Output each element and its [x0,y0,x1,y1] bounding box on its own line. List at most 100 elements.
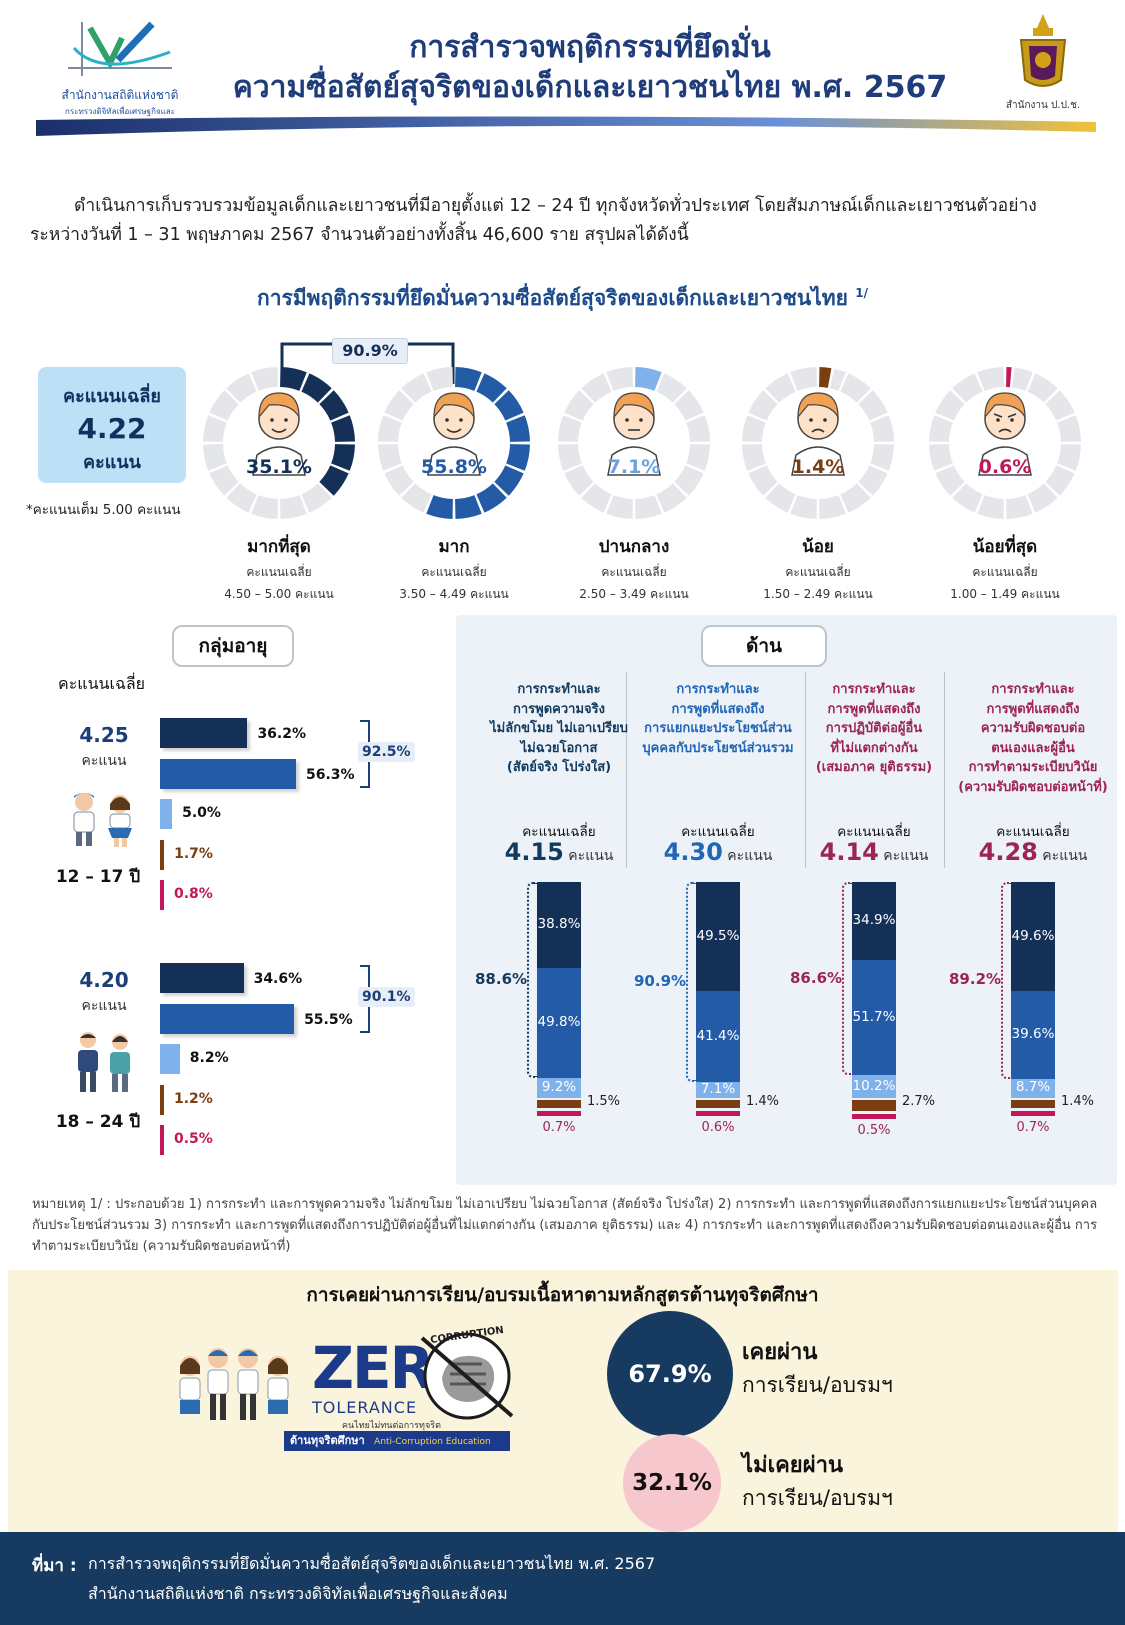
teen-students-icon [73,793,132,847]
donut-4-track [790,367,818,392]
donut-1-slice [301,373,332,403]
donut-4-track [858,390,888,421]
nacc-emblem-icon [1019,14,1067,87]
aspect-2-segment-1-label: 49.5% [696,927,740,944]
donut-5-track [1011,367,1033,391]
aspect-4-segment-3-label: 8.7% [1015,1079,1051,1096]
aspect-3-segment-2 [852,959,896,1076]
donut-1-track [203,443,228,471]
aspect-1-segment-2-label: 49.8% [537,1013,581,1030]
fist-icon [420,1332,514,1420]
aspect-1-name: การกระทำและ การพูดความจริง ไม่ลักขโมย ไม่เ… [479,680,639,778]
smile-face-icon [427,392,481,476]
aspect-4-name-line: การพูดที่แสดงถึง [986,701,1080,717]
aspect-4-segment-2 [1011,991,1055,1079]
donut-4-track [742,415,767,443]
angry-face-icon [978,392,1032,476]
aspect-3-score-wrap: 4.14 คะแนน [799,838,949,867]
donut-5-track [1056,443,1081,471]
donut-4-track [869,443,894,471]
donut-3-track [606,494,634,519]
donut-3-track [685,415,710,443]
age-group-2-top-two-sum: 90.1% [358,987,415,1007]
donut-3-track [564,390,594,421]
donut-1-track [226,373,257,403]
donut-1-slice [279,367,307,392]
aspect-divider-2 [805,672,806,868]
donut-2-slice [476,373,507,403]
source-label: ที่มา : [32,1556,77,1576]
donut-4-slice [818,367,832,388]
avg-note: *คะแนนเต็ม 5.00 คะแนน [26,502,181,518]
donut-4-track [790,494,818,519]
aspect-3-name-line: การกระทำและ [832,682,916,697]
donut-4-track [840,373,871,403]
donut-5-track [1056,415,1081,443]
donut-5-track [952,483,983,513]
aspect-title: ด้าน [701,625,827,667]
nso-logo: สำนักงานสถิติแห่งชาติ กระทรวงดิจิทัลเพื่… [60,18,180,129]
aspect-2-name-line: การพูดที่แสดงถึง [671,701,765,717]
donut-3-value-label: 7.1% [608,456,661,478]
donut-2-slice [454,494,482,519]
age-group-1-bar-1 [160,718,248,748]
title-line-1: การสำรวจพฤติกรรมที่ยึดมั่น [409,30,771,65]
aspect-1-score-wrap: 4.15 คะแนน [484,838,634,867]
banner-en: Anti-Corruption Education [374,1437,491,1447]
aspect-4-name-line: (ความรับผิดชอบต่อหน้าที่) [958,779,1108,795]
donut-1-track [251,494,279,519]
age-group-2-bar-3 [160,1044,180,1074]
aspect-4-name: การกระทำและการพูดที่แสดงถึงความรับผิดชอบ… [953,680,1113,797]
aspect-2-segment-3-label: 7.1% [700,1081,736,1098]
aspect-3-name-line: (เสมอภาค ยุติธรรม) [815,760,933,775]
trained-no-l2: การเรียน/อบรมฯ [742,1486,893,1510]
aspect-3-segment-1-label: 34.9% [852,911,896,928]
donut-4-track [869,415,894,443]
donut-2-range: 3.50 – 4.49 คะแนน [399,587,509,601]
age-group-1-score: 4.25 [79,723,129,747]
aspect-1-unit: คะแนน [563,848,614,864]
donut-2: 55.8% มาก คะแนนเฉลี่ย 3.50 – 4.49 คะแนน [374,363,534,604]
aspect-1-segment-2 [537,967,581,1078]
donut-5-track [977,494,1005,519]
aspect-divider-3 [944,672,945,868]
donut-4-track [748,390,778,421]
donut-svg-4: 1.4% [742,367,894,519]
aspect-1-segment-1-label: 38.8% [537,915,581,932]
aspect-1-segment-5 [537,1110,581,1116]
aspect-2-name-line: การกระทำและ [676,682,760,697]
donut-3-slice [634,367,662,392]
donut-4: 1.4% น้อย คะแนนเฉลี่ย 1.50 – 2.49 คะแนน [738,363,898,604]
donut-4-value-label: 1.4% [792,456,845,478]
aspect-4-segment-2-label: 39.6% [1011,1026,1055,1043]
aspect-4-segment-4 [1011,1100,1055,1108]
donut-5-track [1027,373,1058,403]
donut-2-track [401,483,432,513]
aspect-4-name-line: ความรับผิดชอบต่อ [980,721,1086,736]
age-group-2-name: 18 – 24 ปี [55,1112,141,1132]
aspect-3-segment-4-label: 2.7% [902,1094,936,1109]
training-title: การเคยผ่านการเรียน/อบรมเนื้อหาตามหลักสูต… [306,1284,819,1306]
aspect-3-top-two-sum: 86.6% [790,968,843,987]
footnote: หมายเหตุ 1/ : ประกอบด้วย 1) การกระทำ และ… [32,1197,1098,1254]
tolerance-tagline: คนไทยไม่ทนต่อการทุจริต [342,1421,441,1431]
donut-4-track [858,465,888,496]
aspect-4-name-line: การกระทำและ [991,682,1075,697]
students-group-icon [179,1348,289,1420]
donut-4-track [748,465,778,496]
aspect-1-segment-5-label: 0.7% [542,1119,576,1135]
donut-2-track [378,443,403,471]
trained-yes-text: เคยผ่าน การเรียน/อบรมฯ [742,1334,893,1402]
donut-5-track [935,390,965,421]
aspect-4-segment-1-label: 49.6% [1011,927,1055,944]
header-swoosh [36,116,1096,136]
donut-2-track [378,415,403,443]
aspect-2-top-two-sum: 90.9% [634,972,687,991]
young-adults-icon [78,1032,130,1092]
donut-svg-1: 35.1% [203,367,355,519]
top-two-sum-badge: 90.9% [332,338,408,364]
donut-1-slice [319,465,349,496]
source-line-1: การสำรวจพฤติกรรมที่ยึดมั่นความซื่อสัตย์ส… [88,1554,656,1573]
donut-4-range: 1.50 – 2.49 คะแนน [763,587,873,601]
tolerance-word: TOLERANCE [312,1398,418,1417]
